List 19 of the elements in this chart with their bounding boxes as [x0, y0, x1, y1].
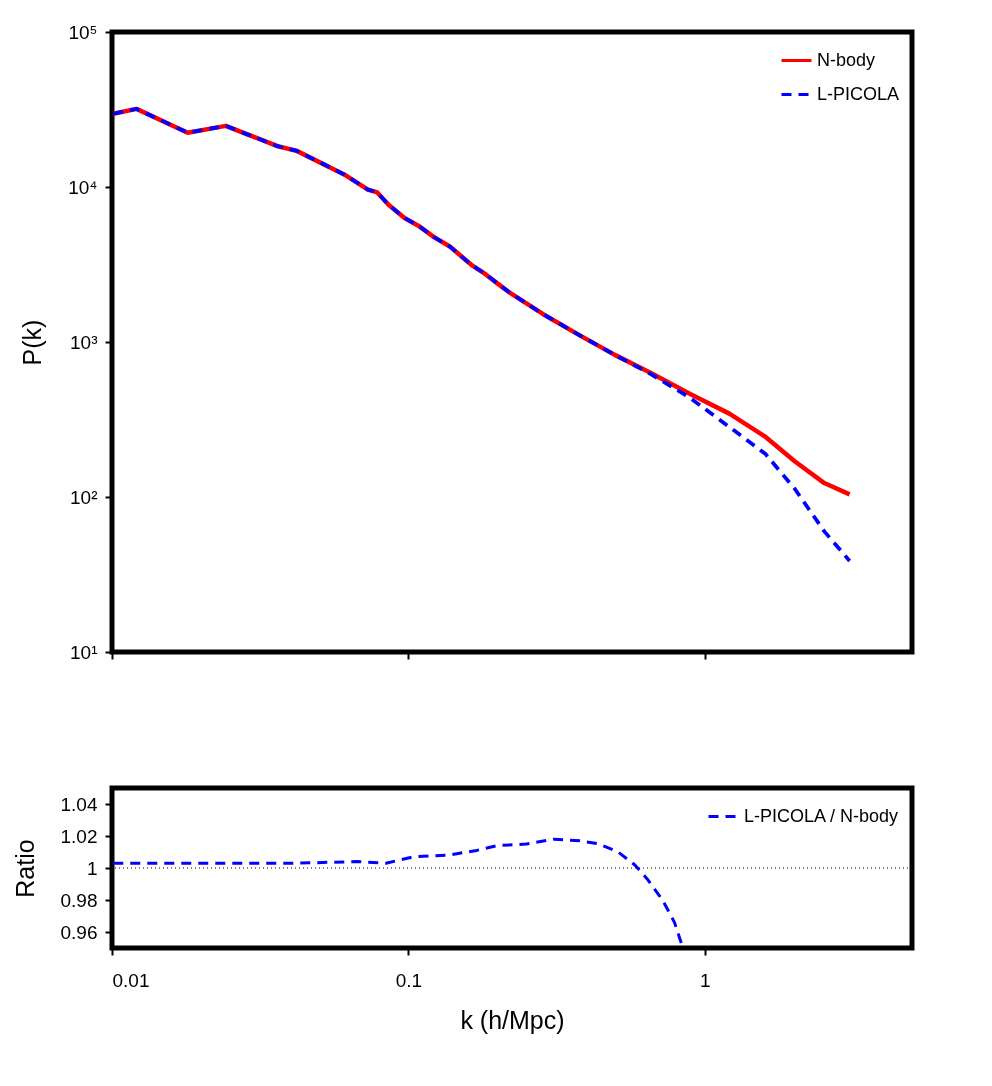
y-axis-title: P(k)	[18, 319, 47, 366]
y-axis-title: Ratio	[10, 839, 39, 898]
x-tick-label: 1	[700, 969, 711, 991]
x-tick-label: 0.1	[395, 969, 423, 991]
y-tick-label: 0.98	[60, 889, 98, 911]
y-tick-label: 10²	[70, 486, 98, 508]
x-axis-title: k (h/Mpc)	[460, 1005, 565, 1034]
legend-label: N-body	[817, 49, 876, 70]
legend-label: L-PICOLA / N-body	[744, 805, 899, 826]
y-tick-label: 1	[86, 857, 98, 879]
y-tick-label: 10¹	[70, 641, 98, 663]
legend-label: L-PICOLA	[817, 83, 900, 104]
y-tick-label: 10³	[70, 331, 98, 353]
y-tick-label: 1.04	[60, 793, 98, 815]
y-tick-label: 10⁴	[68, 176, 98, 198]
y-tick-label: 0.96	[60, 921, 98, 943]
y-tick-label: 1.02	[60, 825, 98, 847]
x-tick-label: 0.01	[112, 969, 150, 991]
y-tick-label: 10⁵	[68, 21, 98, 43]
